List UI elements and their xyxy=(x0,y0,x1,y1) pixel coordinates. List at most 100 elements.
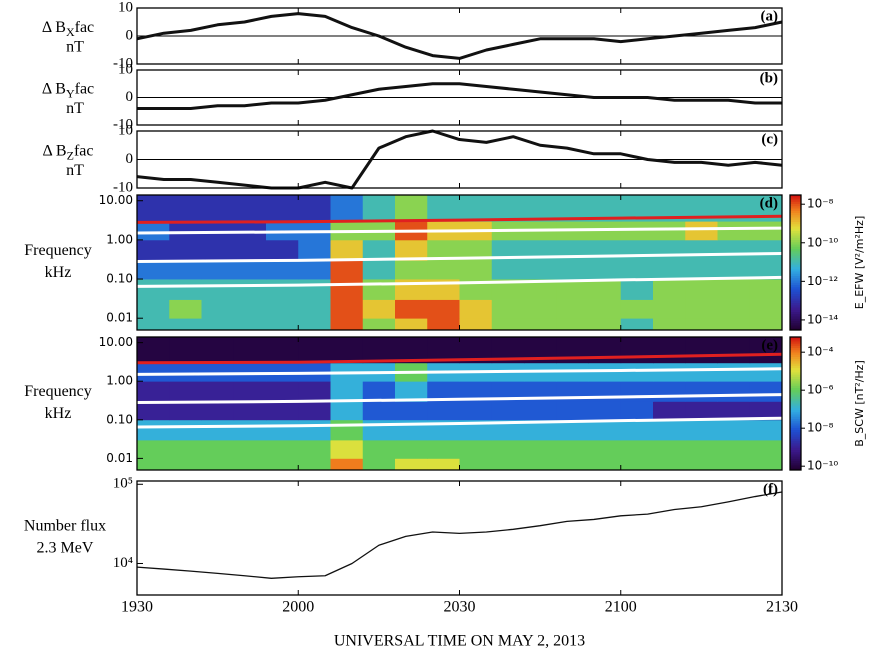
heatmap-cell xyxy=(524,318,557,331)
y-tick-label: 0.01 xyxy=(106,451,133,465)
colorbar-label: E_EFW [V²/m²Hz] xyxy=(853,216,866,310)
y-label-subscript: Y xyxy=(66,86,75,100)
colorbar-swatch xyxy=(790,456,801,460)
heatmap-cell xyxy=(588,439,622,459)
heatmap-cell xyxy=(653,318,686,331)
colorbar-tick-label: 10⁻¹⁰ xyxy=(807,235,838,249)
heatmap-cell xyxy=(491,381,525,402)
heatmap-cell xyxy=(749,458,783,471)
heatmap-cell xyxy=(233,195,267,222)
colorbar-swatch xyxy=(790,206,801,209)
heatmap-cell xyxy=(137,439,170,459)
y-axis-label: Number flux xyxy=(24,518,106,535)
heatmap-cell xyxy=(717,260,751,280)
heatmap-cell xyxy=(685,362,718,382)
colorbar-swatch xyxy=(790,341,801,345)
heatmap-cell xyxy=(524,299,557,319)
heatmap-cell xyxy=(266,279,299,300)
heatmap-cell xyxy=(233,381,267,402)
heatmap-cell xyxy=(653,239,686,261)
colorbar-swatch xyxy=(790,285,801,288)
overlay-line xyxy=(136,275,783,288)
heatmap-cell xyxy=(298,299,331,319)
y-tick-label: 0 xyxy=(126,151,134,167)
heatmap-cell xyxy=(524,195,557,222)
colorbar-swatch xyxy=(790,385,801,389)
colorbar-swatch xyxy=(790,282,801,286)
heatmap-cell xyxy=(556,419,589,441)
heatmap-cell xyxy=(459,299,493,319)
heatmap-cell xyxy=(330,239,364,261)
heatmap-cell xyxy=(266,260,299,280)
heatmap-cell xyxy=(169,221,202,241)
x-tick-label: 2000 xyxy=(282,599,314,616)
heatmap-cell xyxy=(717,318,751,331)
heatmap-cell xyxy=(266,239,299,261)
heatmap-cell xyxy=(749,337,783,364)
heatmap-cell xyxy=(749,279,783,300)
colorbar-swatch xyxy=(790,307,801,311)
heatmap-cell xyxy=(266,381,299,402)
colorbar-swatch xyxy=(790,359,801,362)
heatmap-cell xyxy=(298,419,331,441)
heatmap-cell xyxy=(491,299,525,319)
y-axis-unit: nT xyxy=(66,39,84,56)
y-tick-label: 10⁴ xyxy=(113,555,133,571)
colorbar-swatch xyxy=(790,296,801,299)
heatmap-cell xyxy=(620,337,654,364)
colorbar-swatch xyxy=(790,226,801,230)
y-axis-label: Δ BZfac xyxy=(43,142,94,162)
heatmap-cell xyxy=(233,260,267,280)
colorbar-swatch xyxy=(790,242,801,245)
heatmap-cell xyxy=(491,439,525,459)
colorbar-swatch xyxy=(790,235,801,239)
heatmap-cell xyxy=(330,260,364,280)
heatmap-cell xyxy=(491,195,525,222)
heatmap-cell xyxy=(330,337,364,364)
heatmap-cell xyxy=(201,419,235,441)
colorbar-swatch xyxy=(790,370,801,373)
colorbar-swatch xyxy=(790,354,801,358)
heatmap-cell xyxy=(137,221,170,241)
y-tick-label: 0 xyxy=(126,27,134,43)
colorbar-swatch xyxy=(790,210,801,214)
y-axis-label: kHz xyxy=(45,405,72,422)
heatmap-cell xyxy=(362,279,396,300)
colorbar-swatch xyxy=(790,447,801,451)
colorbar-swatch xyxy=(790,249,801,252)
colorbar-swatch xyxy=(790,271,801,275)
heatmap-cell xyxy=(427,239,460,261)
colorbar-swatch xyxy=(790,450,801,453)
colorbar-swatch xyxy=(790,363,801,367)
heatmap-cell xyxy=(491,318,525,331)
colorbar-swatch xyxy=(790,443,801,447)
y-tick-label: 10 xyxy=(118,122,133,138)
heatmap-cell xyxy=(362,439,396,459)
colorbar-swatch xyxy=(790,430,801,433)
heatmap-cell xyxy=(685,239,718,261)
heatmap-cell xyxy=(395,381,428,402)
colorbar-swatch xyxy=(790,343,801,347)
colorbar-swatch xyxy=(790,427,801,431)
colorbar-swatch xyxy=(790,348,801,351)
colorbar-swatch xyxy=(790,228,801,232)
heatmap-cell xyxy=(201,381,235,402)
y-axis-label: Δ BXfac xyxy=(42,19,94,39)
heatmap-cell xyxy=(427,299,460,319)
colorbar-swatch xyxy=(790,401,801,404)
heatmap-cell xyxy=(201,337,235,364)
colorbar-swatch xyxy=(790,240,801,243)
heatmap-cell xyxy=(298,260,331,280)
heatmap-cell xyxy=(233,458,267,471)
colorbar-swatch xyxy=(790,197,801,200)
colorbar-swatch xyxy=(790,356,801,360)
heatmap-cell xyxy=(169,458,202,471)
heatmap-cell xyxy=(233,419,267,441)
overlay-line xyxy=(136,393,783,405)
y-tick-label: 10⁵ xyxy=(113,476,133,492)
colorbar-swatch xyxy=(790,461,801,464)
heatmap-cell xyxy=(556,260,589,280)
heatmap-cell xyxy=(653,419,686,441)
y-axis-label: Frequency xyxy=(24,242,92,259)
